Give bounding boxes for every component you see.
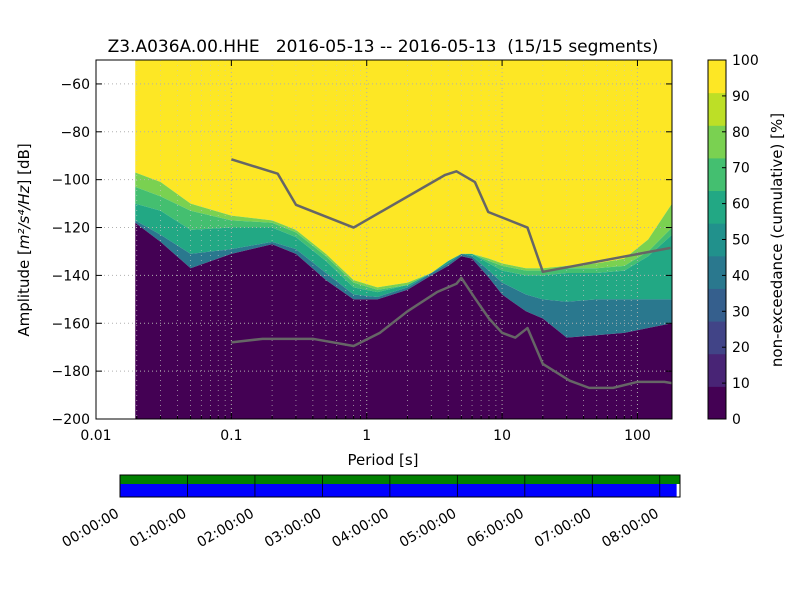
series-line-2 xyxy=(231,276,672,390)
timeline-tick-label: 05:00:00 xyxy=(397,506,459,551)
y-axis-label-suffix: ] [dB] xyxy=(15,143,33,185)
timeline-used-bar xyxy=(120,484,677,497)
plot-frame xyxy=(95,59,673,420)
colorbar-segment xyxy=(708,386,726,420)
timeline-tick-label: 03:00:00 xyxy=(262,506,324,551)
x-tick-label: 1 xyxy=(362,428,371,444)
y-tick-label: −140 xyxy=(52,268,90,284)
x-tick-label: 100 xyxy=(624,428,651,444)
colorbar-segment xyxy=(708,223,726,257)
heatmap-band-100 xyxy=(135,60,672,288)
colorbar-tick-label: 60 xyxy=(732,197,750,213)
timeline-tick-label: 00:00:00 xyxy=(60,506,122,551)
grid-lines xyxy=(96,60,672,419)
timeline-tick-label: 04:00:00 xyxy=(329,506,391,551)
x-tick-label: 0.01 xyxy=(80,428,111,444)
y-axis-label-math: m²/s⁴/Hz xyxy=(15,184,33,249)
heatmap-band-60 xyxy=(135,203,672,302)
colorbar-tick-label: 100 xyxy=(732,53,759,69)
heatmap-band-0 xyxy=(135,222,672,419)
x-tick-label: 10 xyxy=(493,428,511,444)
y-tick-label: −180 xyxy=(52,364,90,380)
heatmap-band-40 xyxy=(135,220,672,338)
y-tick-label: −100 xyxy=(52,173,90,189)
timeline-tick-label: 08:00:00 xyxy=(599,506,661,551)
colorbar-segment xyxy=(708,92,726,126)
heatmap xyxy=(135,60,672,419)
timeline: 00:00:00 01:00:00 02:00:00 03:00:00 04:00:00… xyxy=(60,474,681,551)
colorbar-segment xyxy=(708,321,726,355)
x-tick-label: 0.1 xyxy=(220,428,242,444)
y-axis-label-prefix: Amplitude [ xyxy=(15,249,33,337)
colorbar-tick-label: 90 xyxy=(732,89,750,105)
colorbar-ticks: 0 10 20 30 40 50 60 70 80 90 100 xyxy=(722,53,759,428)
colorbar-tick-label: 20 xyxy=(732,340,750,356)
timeline-tick-label: 01:00:00 xyxy=(127,506,189,551)
colorbar-segment xyxy=(708,353,726,387)
colorbar-segment xyxy=(708,288,726,322)
colorbar-segment xyxy=(708,60,726,94)
x-axis-ticks: 0.01 0.1 1 10 100 xyxy=(80,60,651,444)
colorbar-tick-label: 30 xyxy=(732,304,750,320)
y-tick-label: −80 xyxy=(60,125,90,141)
ppsd-plot: 0.01 0.1 1 10 100 −60 −80 −100 −120 −140 −160 −180… xyxy=(52,59,673,444)
percentile-lines xyxy=(230,158,672,390)
colorbar-segment xyxy=(708,190,726,224)
colorbar-segment xyxy=(708,255,726,289)
colorbar-segments xyxy=(708,60,726,420)
colorbar-tick-label: 40 xyxy=(732,268,750,284)
colorbar-segment xyxy=(708,125,726,159)
y-axis-label: Amplitude [m²/s⁴/Hz] [dB] xyxy=(15,143,33,336)
chart-title: Z3.A036A.00.HHE 2016-05-13 -- 2016-05-13… xyxy=(108,37,659,57)
colorbar-tick-label: 10 xyxy=(732,376,750,392)
colorbar-segment xyxy=(708,157,726,192)
y-tick-label: −200 xyxy=(52,412,90,428)
y-axis-ticks: −60 −80 −100 −120 −140 −160 −180 −200 xyxy=(52,77,672,428)
colorbar-tick-label: 80 xyxy=(732,125,750,141)
x-axis-label: Period [s] xyxy=(347,451,418,469)
colorbar-tick-label: 50 xyxy=(732,233,750,249)
timeline-tick-label: 07:00:00 xyxy=(532,506,594,551)
y-tick-label: −160 xyxy=(52,316,90,332)
colorbar-tick-label: 0 xyxy=(732,412,741,428)
timeline-tick-label: 06:00:00 xyxy=(464,506,526,551)
y-tick-label: −60 xyxy=(60,77,90,93)
series-line-1 xyxy=(230,158,671,274)
y-tick-label: −120 xyxy=(52,221,90,237)
timeline-available-bar xyxy=(120,475,680,484)
colorbar-tick-label: 70 xyxy=(732,161,750,177)
colorbar: 0 10 20 30 40 50 60 70 80 90 100 non-exceedance (c… xyxy=(707,53,786,428)
colorbar-label: non-exceedance (cumulative) [%] xyxy=(768,113,786,367)
timeline-tick-label: 02:00:00 xyxy=(194,506,256,551)
